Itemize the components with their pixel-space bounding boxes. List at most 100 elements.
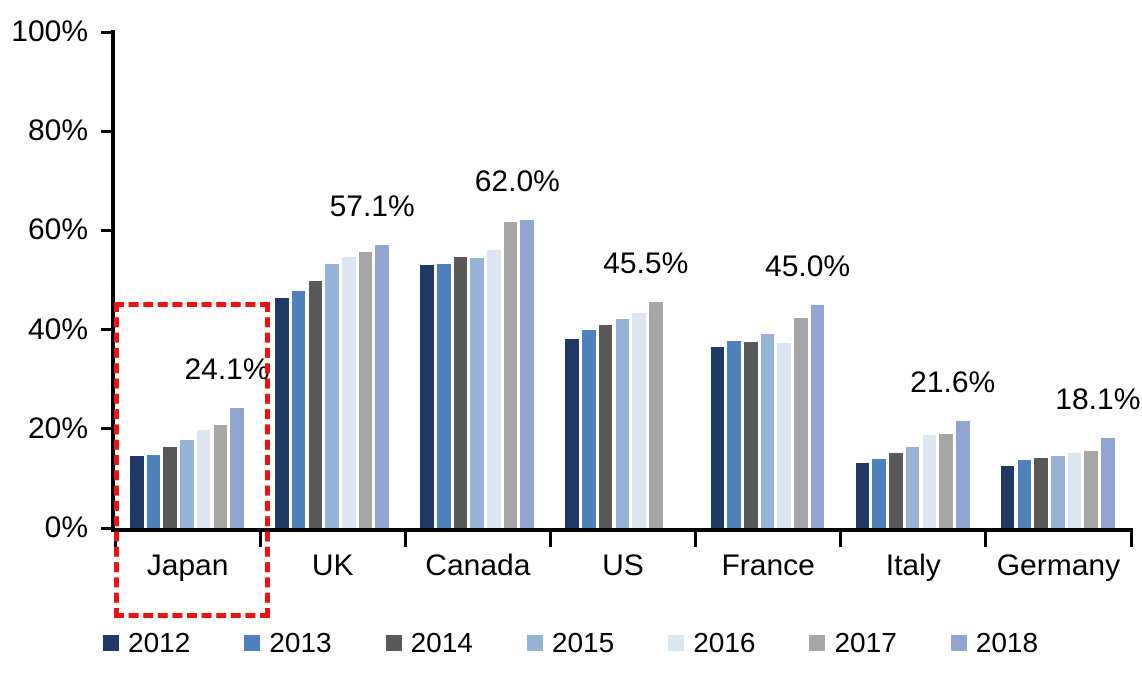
category-label-germany: Germany: [996, 549, 1121, 582]
legend-item-2015: 2015: [526, 627, 615, 658]
bar-canada-2017: [503, 222, 518, 528]
bar-france-2018: [810, 304, 825, 528]
japan-highlight-box: [114, 302, 270, 618]
x-tick-mark: [258, 530, 262, 547]
bar-canada-2014: [453, 256, 468, 528]
y-axis-label: 60%: [27, 213, 88, 247]
value-label-uk: 57.1%: [329, 189, 415, 223]
bar-france-2014: [743, 341, 758, 528]
value-label-italy: 21.6%: [910, 365, 996, 399]
legend-swatch-2015: [526, 635, 543, 651]
legend-item-2014: 2014: [385, 628, 473, 658]
legend-item-2013: 2013: [244, 627, 332, 658]
x-tick-mark: [403, 530, 407, 547]
bar-us-2017: [648, 302, 663, 528]
legend-item-2018: 2018: [950, 627, 1039, 658]
bar-uk-2012: [275, 298, 289, 528]
x-tick-mark: [984, 530, 988, 547]
y-axis-label: 20%: [27, 411, 88, 445]
category-label-france: France: [721, 549, 815, 582]
bar-france-2012: [710, 346, 725, 528]
y-axis-label: 100%: [11, 15, 88, 48]
x-tick-mark: [1129, 530, 1133, 547]
legend-swatch-2018: [950, 635, 967, 651]
y-tick-mark: [101, 328, 113, 332]
legend-swatch-2012: [103, 635, 119, 651]
bar-japan-2013: [146, 454, 161, 528]
bar-germany-2012: [1000, 466, 1015, 528]
value-label-us: 45.5%: [603, 247, 689, 281]
bar-france-2015: [760, 333, 775, 528]
bar-italy-2017: [939, 433, 953, 528]
bar-italy-2018: [955, 420, 970, 528]
bar-japan-2018: [230, 408, 244, 528]
x-tick-mark: [548, 530, 552, 547]
x-tick-mark: [839, 530, 843, 547]
legend-swatch-2013: [244, 635, 261, 651]
legend-item-2016: 2016: [668, 628, 755, 658]
bar-italy-2015: [905, 446, 920, 528]
category-label-uk: UK: [311, 549, 354, 582]
bar-canada-2015: [470, 257, 484, 528]
bar-us-2014: [598, 324, 613, 528]
bar-italy-2012: [855, 462, 870, 528]
y-tick-mark: [101, 228, 113, 232]
y-tick-mark: [101, 526, 113, 530]
bar-germany-2015: [1050, 455, 1065, 528]
legend-swatch-2016: [668, 635, 685, 651]
legend-label-2013: 2013: [269, 627, 332, 658]
x-tick-mark: [694, 530, 698, 547]
bar-france-2016: [777, 343, 791, 528]
bar-germany-2017: [1084, 450, 1098, 528]
bar-canada-2018: [520, 220, 535, 528]
legend-label-2018: 2018: [975, 627, 1039, 658]
bar-us-2012: [565, 338, 580, 528]
bar-uk-2013: [291, 290, 306, 528]
bar-italy-2013: [872, 458, 886, 528]
bar-japan-2015: [180, 440, 194, 528]
bar-canada-2013: [436, 263, 451, 528]
bar-france-2017: [794, 318, 808, 528]
plot-area: [115, 32, 1131, 528]
y-axis-label: 0%: [44, 511, 88, 544]
category-label-canada: Canada: [425, 549, 531, 582]
value-label-canada: 62.0%: [474, 165, 560, 199]
bar-uk-2015: [325, 264, 339, 528]
y-tick-mark: [101, 30, 113, 34]
bar-germany-2016: [1067, 452, 1082, 528]
bar-germany-2018: [1101, 438, 1115, 528]
y-axis-label: 40%: [27, 312, 88, 346]
bar-canada-2012: [420, 265, 434, 528]
value-label-france: 45.0%: [765, 249, 851, 283]
legend-label-2015: 2015: [551, 627, 615, 658]
y-tick-mark: [101, 129, 113, 133]
bar-us-2013: [582, 329, 596, 528]
legend-label-2016: 2016: [693, 627, 756, 658]
y-axis-line: [111, 30, 115, 532]
legend-swatch-2014: [385, 635, 402, 651]
bar-japan-2016: [196, 429, 211, 528]
category-label-us: US: [602, 549, 644, 582]
bar-italy-2016: [922, 434, 937, 528]
bar-canada-2016: [487, 250, 501, 528]
bar-germany-2013: [1017, 460, 1032, 528]
bar-uk-2016: [341, 257, 356, 528]
bar-uk-2017: [358, 251, 373, 528]
category-label-italy: Italy: [885, 549, 941, 582]
legend-label-2017: 2017: [834, 627, 897, 658]
bar-italy-2014: [889, 453, 903, 528]
bar-japan-2017: [213, 425, 228, 528]
bar-france-2013: [727, 341, 741, 528]
bar-us-2016: [632, 312, 646, 528]
bar-us-2015: [615, 319, 630, 528]
value-label-japan: 24.1%: [184, 353, 270, 387]
bar-japan-2012: [130, 455, 144, 528]
bar-germany-2014: [1034, 457, 1048, 528]
bar-uk-2014: [308, 280, 323, 528]
category-label-japan: Japan: [146, 549, 229, 582]
y-axis-label: 80%: [27, 114, 88, 148]
bar-uk-2018: [375, 244, 389, 528]
legend-item-2017: 2017: [809, 627, 897, 658]
x-axis-line: [111, 528, 1133, 532]
